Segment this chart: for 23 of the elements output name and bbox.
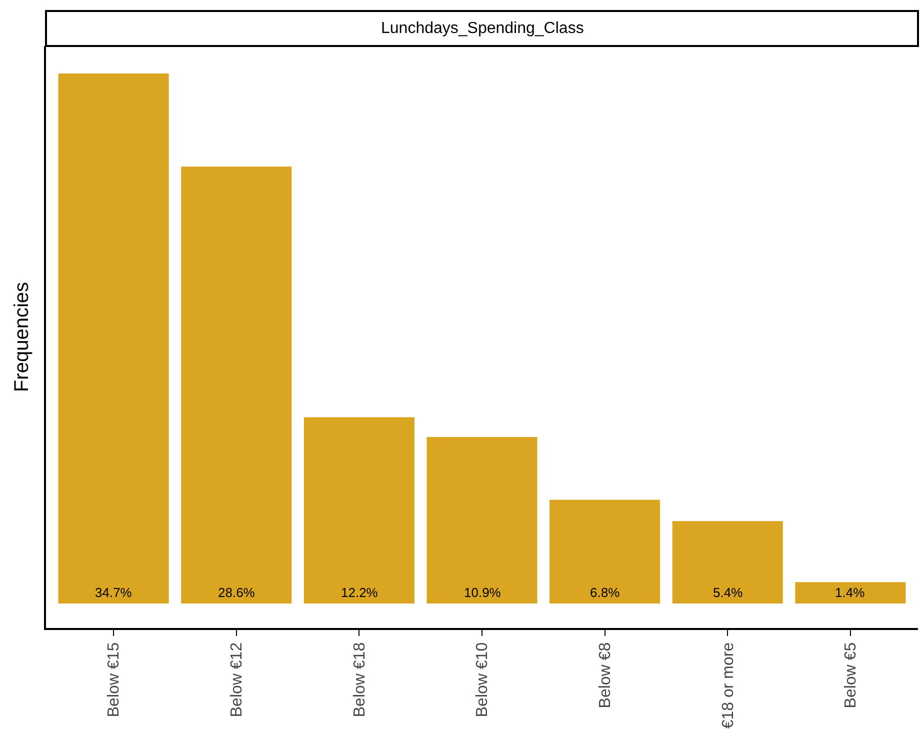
data-label: 12.2% bbox=[341, 585, 378, 600]
chart-title: Lunchdays_Spending_Class bbox=[381, 20, 584, 37]
bar bbox=[304, 417, 414, 604]
data-label: 28.6% bbox=[218, 585, 256, 600]
x-tick-label: Below €15 bbox=[106, 642, 123, 718]
x-tick-label: Below €12 bbox=[228, 642, 246, 718]
bar bbox=[58, 74, 169, 604]
data-label: 5.4% bbox=[713, 585, 744, 600]
data-label: 34.7% bbox=[95, 585, 132, 600]
x-tick-label: Below €5 bbox=[842, 642, 860, 708]
x-tick-label: €18 or more bbox=[720, 642, 737, 729]
data-label: 6.8% bbox=[590, 585, 620, 600]
bar bbox=[672, 521, 783, 604]
data-label: 1.4% bbox=[835, 585, 866, 600]
x-tick-label: Below €8 bbox=[597, 642, 614, 708]
bar bbox=[426, 437, 538, 604]
bar bbox=[550, 500, 660, 604]
bar bbox=[795, 582, 906, 604]
y-axis-title: Frequencies bbox=[11, 282, 33, 392]
x-tick-label: Below €18 bbox=[351, 642, 368, 718]
data-label: 10.9% bbox=[464, 585, 502, 600]
x-tick-label: Below €10 bbox=[474, 642, 492, 718]
bar bbox=[181, 166, 292, 604]
